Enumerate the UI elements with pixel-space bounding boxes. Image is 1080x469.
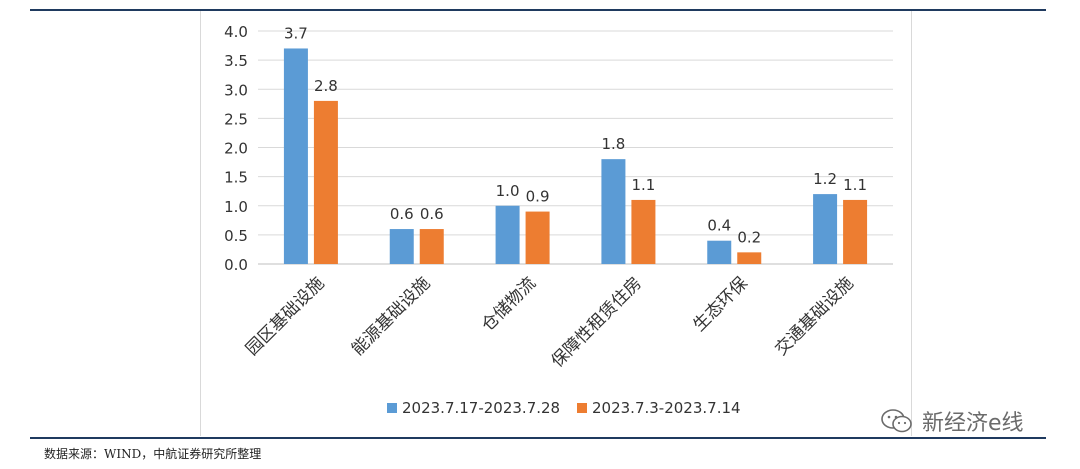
bar <box>313 100 338 265</box>
chart-frame <box>200 11 912 436</box>
legend-swatch <box>577 403 587 413</box>
bar <box>495 205 520 264</box>
y-tick-label: 2.5 <box>224 110 248 128</box>
bar <box>389 229 414 264</box>
watermark: 新经济e线 <box>880 405 1024 437</box>
legend-swatch <box>387 403 397 413</box>
data-label: 3.7 <box>284 24 308 42</box>
bar <box>419 229 444 264</box>
bars <box>283 48 868 265</box>
source-note: 数据来源：WIND，中航证券研究所整理 <box>44 447 262 461</box>
gridlines <box>258 30 893 265</box>
watermark-text: 新经济e线 <box>922 411 1024 436</box>
x-tick-label: 生态环保 <box>690 273 752 335</box>
data-label: 1.1 <box>631 176 655 194</box>
y-tick-label: 3.0 <box>224 81 248 99</box>
y-tick-label: 1.5 <box>224 169 248 187</box>
data-label: 1.0 <box>496 182 520 200</box>
x-tick-label: 能源基础设施 <box>348 273 434 359</box>
bar <box>737 252 762 264</box>
data-label: 1.1 <box>843 176 867 194</box>
data-label: 0.2 <box>737 228 761 246</box>
y-tick-label: 0.5 <box>224 227 248 245</box>
bar <box>601 159 626 264</box>
data-labels: 3.7 2.8 0.6 0.6 1.0 0.9 1.8 1.1 0.4 0.2 1.2 1.1 <box>284 24 867 246</box>
x-tick-label: 仓储物流 <box>478 273 540 335</box>
data-label: 0.6 <box>420 205 444 223</box>
data-label: 0.4 <box>707 217 731 235</box>
bar <box>707 240 732 264</box>
data-label: 1.8 <box>601 135 625 153</box>
legend-label: 2023.7.17-2023.7.28 <box>402 399 560 417</box>
y-tick-label: 0.0 <box>224 256 248 274</box>
bar <box>631 199 656 264</box>
y-axis-ticks: 0.0 0.5 1.0 1.5 2.0 2.5 3.0 3.5 4.0 <box>224 23 248 274</box>
y-tick-label: 4.0 <box>224 23 248 41</box>
x-axis-ticks: 园区基础设施 能源基础设施 仓储物流 保障性租赁住房 生态环保 交通基础设施 <box>242 273 857 371</box>
x-tick-label: 保障性租赁住房 <box>548 273 646 371</box>
data-label: 0.9 <box>526 188 550 206</box>
y-tick-label: 3.5 <box>224 52 248 70</box>
data-label: 2.8 <box>314 77 338 95</box>
bar <box>525 211 550 264</box>
bottom-rule <box>30 437 1046 439</box>
x-tick-label: 交通基础设施 <box>771 273 857 359</box>
legend-label: 2023.7.3-2023.7.14 <box>592 399 741 417</box>
wechat-logo-icon <box>881 409 912 433</box>
x-tick-label: 园区基础设施 <box>242 273 328 359</box>
y-tick-label: 2.0 <box>224 140 248 158</box>
top-rule <box>30 9 1046 11</box>
data-label: 1.2 <box>813 170 837 188</box>
bar <box>283 48 308 264</box>
bar <box>843 199 868 264</box>
y-tick-label: 1.0 <box>224 198 248 216</box>
bar <box>813 194 838 264</box>
legend: 2023.7.17-2023.7.28 2023.7.3-2023.7.14 <box>387 399 741 417</box>
data-label: 0.6 <box>390 205 414 223</box>
